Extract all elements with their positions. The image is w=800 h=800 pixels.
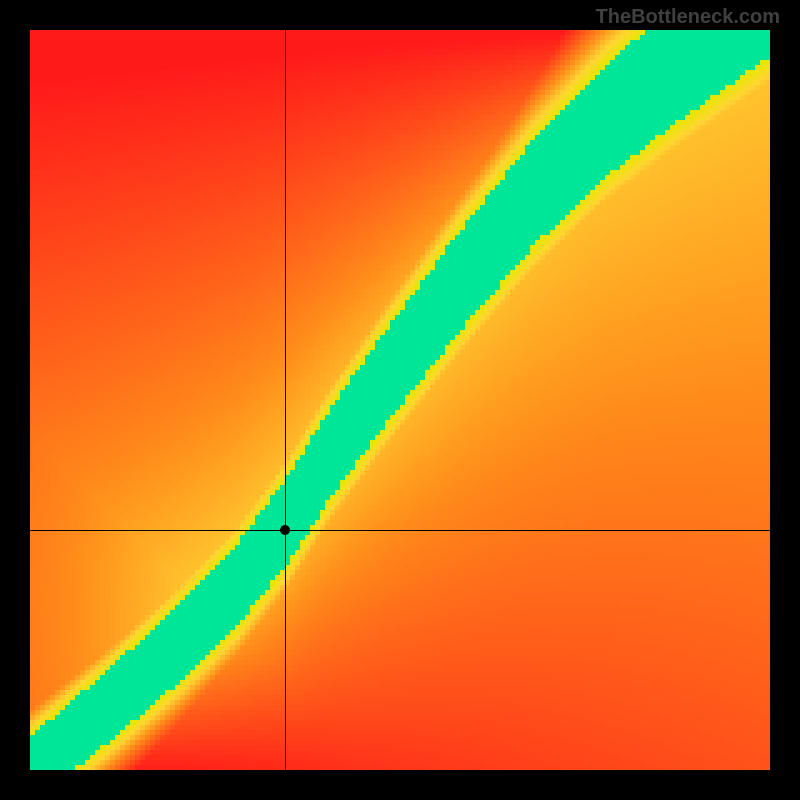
crosshair-vertical [285, 30, 286, 770]
watermark-text: TheBottleneck.com [596, 6, 780, 29]
crosshair-horizontal [30, 530, 770, 531]
selection-marker[interactable] [280, 525, 290, 535]
plot-area [30, 30, 770, 770]
bottleneck-heatmap [30, 30, 770, 770]
